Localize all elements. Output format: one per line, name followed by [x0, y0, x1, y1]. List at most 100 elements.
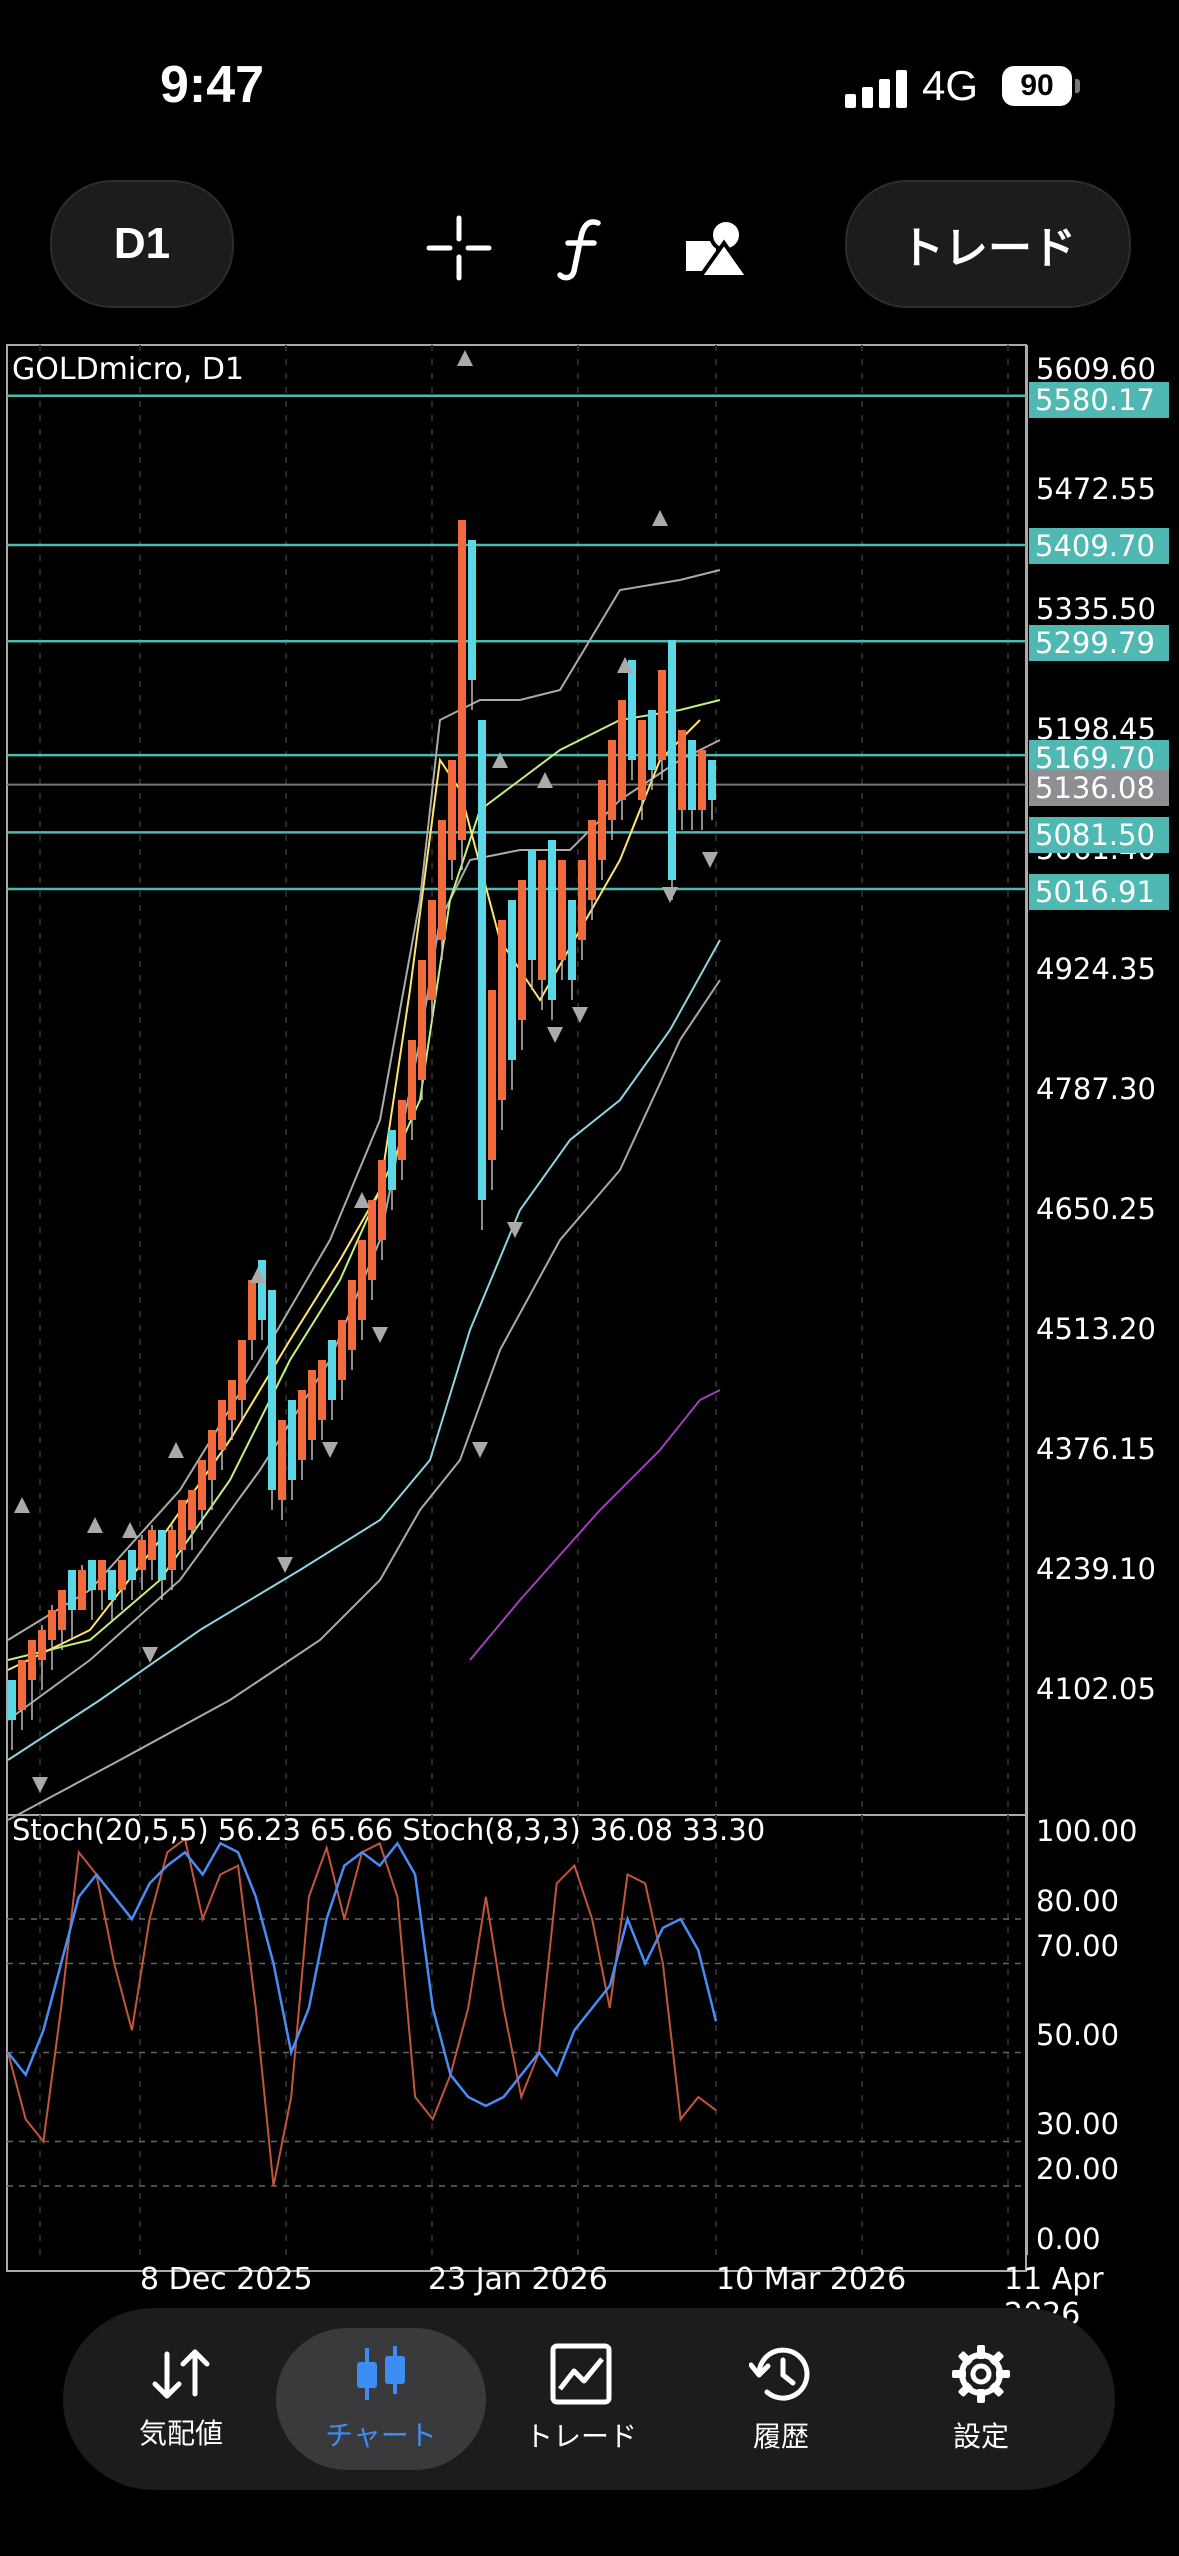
candle-body — [668, 640, 676, 880]
candle-body — [298, 1390, 306, 1460]
candle-body — [148, 1530, 156, 1560]
candle-body — [108, 1570, 116, 1600]
fractal-down-marker — [547, 1027, 563, 1043]
price-axis-label: 5472.55 — [1036, 472, 1156, 506]
candle-body — [288, 1400, 296, 1480]
ma-line — [7, 719, 701, 1671]
price-axis-label: 4650.25 — [1036, 1192, 1156, 1226]
candle-body — [258, 1260, 266, 1320]
symbol-label: GOLDmicro, D1 — [12, 352, 245, 387]
candle-body — [318, 1360, 326, 1420]
fractal-down-marker — [372, 1327, 388, 1343]
level-tag: 5016.91 — [1029, 874, 1169, 910]
candle-body — [448, 760, 456, 860]
timeframe-button[interactable]: D1 — [50, 180, 234, 308]
candle-body — [568, 900, 576, 980]
indicator-f-icon[interactable] — [552, 215, 618, 281]
fractal-down-marker — [662, 887, 678, 903]
stoch-axis-label: 30.00 — [1036, 2107, 1120, 2141]
candles-icon — [357, 2346, 405, 2400]
fractal-up-marker — [492, 752, 508, 768]
stoch-main-line — [7, 1841, 718, 2108]
candle-body — [428, 900, 436, 1000]
candle-body — [468, 540, 476, 680]
candle-body — [638, 720, 646, 800]
ma-line — [7, 699, 721, 1661]
candle-body — [8, 1680, 16, 1720]
candle-body — [598, 780, 606, 860]
crosshair-icon[interactable] — [426, 215, 492, 281]
candle-body — [218, 1400, 226, 1450]
price-axis-label: 4924.35 — [1036, 952, 1156, 986]
battery-icon: 90 — [1002, 66, 1080, 106]
trade-button[interactable]: トレード — [845, 180, 1131, 308]
fractal-up-marker — [168, 1442, 184, 1458]
stoch-axis-label: 20.00 — [1036, 2152, 1120, 2186]
price-pane-frame — [6, 344, 1027, 1816]
candle-body — [168, 1530, 176, 1570]
candle-body — [248, 1280, 256, 1340]
tab-label: 履歴 — [752, 2420, 809, 2453]
candle-body — [198, 1460, 206, 1510]
fractal-up-marker — [87, 1517, 103, 1533]
candle-body — [98, 1560, 106, 1590]
candle-body — [338, 1320, 346, 1380]
candle-body — [478, 720, 486, 1200]
candle-body — [438, 820, 446, 940]
tab-settings[interactable]: 設定 — [876, 2328, 1086, 2470]
candle-body — [358, 1240, 366, 1320]
date-axis-label: 23 Jan 2026 — [428, 2262, 608, 2297]
candle-body — [48, 1610, 56, 1640]
stoch-axis-label: 50.00 — [1036, 2018, 1120, 2052]
candle-body — [68, 1570, 76, 1610]
ma-line — [7, 939, 721, 1761]
candle-body — [398, 1100, 406, 1160]
candle-body — [548, 840, 556, 1000]
level-tag: 5580.17 — [1029, 382, 1169, 418]
tab-history[interactable]: 履歴 — [676, 2328, 886, 2470]
stochastic-label: Stoch(20,5,5) 56.23 65.66 Stoch(8,3,3) 3… — [12, 1813, 766, 1847]
candle-body — [368, 1200, 376, 1280]
fractal-up-marker — [250, 1267, 266, 1283]
candle-body — [408, 1040, 416, 1120]
candle-body — [488, 990, 496, 1160]
price-axis-label: 4239.10 — [1036, 1552, 1156, 1586]
stoch-axis-label: 70.00 — [1036, 1929, 1120, 1963]
fractal-up-marker — [617, 657, 633, 673]
current-price-tag: 5136.08 — [1029, 770, 1169, 806]
fractal-down-marker — [277, 1557, 293, 1573]
price-axis-label: 4102.05 — [1036, 1672, 1156, 1706]
gear-icon — [952, 2345, 1010, 2403]
candle-body — [118, 1560, 126, 1590]
shapes-icon[interactable] — [684, 215, 750, 281]
candle-body — [508, 900, 516, 1060]
fractal-down-marker — [142, 1647, 158, 1663]
candle-body — [658, 670, 666, 760]
candle-body — [348, 1280, 356, 1350]
fractal-down-marker — [507, 1222, 523, 1238]
tab-trade[interactable]: トレード — [476, 2328, 686, 2470]
price-axis-label: 4787.30 — [1036, 1072, 1156, 1106]
candle-body — [228, 1380, 236, 1420]
candle-body — [208, 1430, 216, 1480]
candle-body — [188, 1490, 196, 1530]
candle-body — [558, 860, 566, 960]
candle-body — [88, 1560, 96, 1590]
fractal-up-marker — [122, 1522, 138, 1538]
tab-quotes[interactable]: 気配値 — [76, 2328, 286, 2470]
candle-body — [328, 1340, 336, 1400]
history-icon — [749, 2347, 810, 2401]
signal-icon — [845, 70, 909, 108]
status-bar: 9:47 4G 90 — [0, 0, 1179, 170]
tab-label: 気配値 — [138, 2417, 223, 2450]
price-chart[interactable]: GOLDmicro, D1 5609.60 5472.55 5335.50 51… — [0, 340, 1179, 2332]
level-tag: 5299.79 — [1029, 625, 1169, 661]
tab-chart[interactable]: チャート — [276, 2328, 486, 2470]
candle-body — [498, 920, 506, 1100]
network-type: 4G — [922, 62, 979, 109]
candle-body — [588, 820, 596, 900]
candle-body — [698, 750, 706, 810]
quotes-arrows-icon — [152, 2349, 210, 2399]
candle-body — [678, 730, 686, 810]
chart-canvas[interactable] — [0, 340, 1179, 2290]
